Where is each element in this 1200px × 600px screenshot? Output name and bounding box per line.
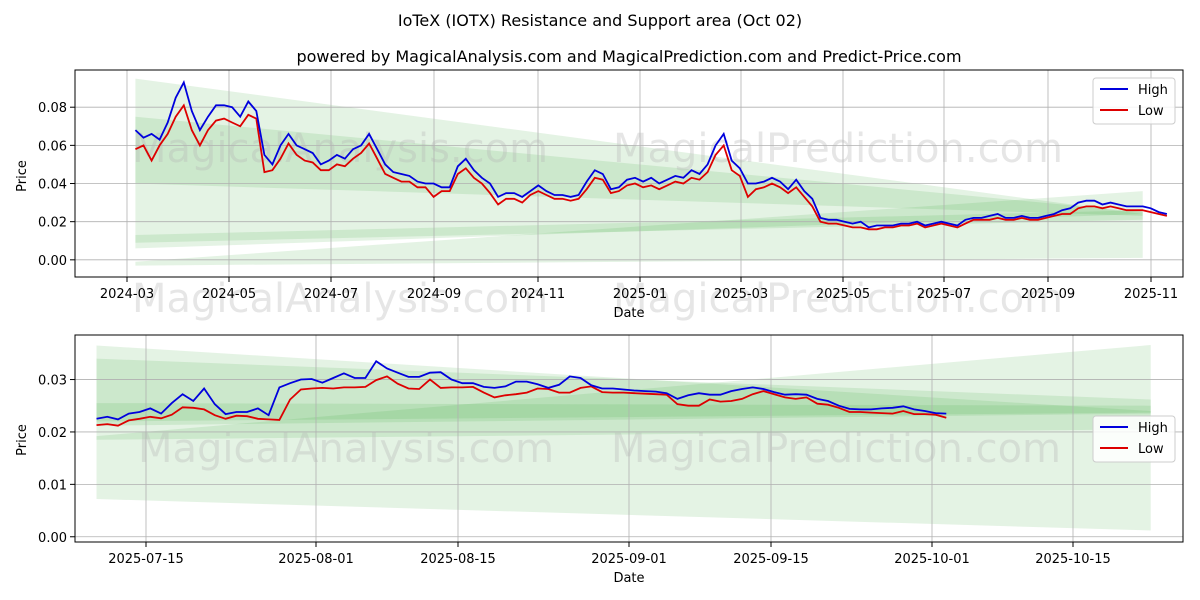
band-3 <box>135 210 1143 243</box>
legend-low-label: Low <box>1138 104 1164 119</box>
bottom-x-axis-label: Date <box>613 571 644 586</box>
bottom-high-line <box>96 359 947 421</box>
bottom-gridlines <box>75 335 1183 542</box>
band-2 <box>135 191 1143 266</box>
x-tick-label: 2025-07-15 <box>108 552 184 567</box>
x-tick-label: 2025-08-01 <box>278 552 354 567</box>
y-tick-label: 0.00 <box>38 531 67 546</box>
band-0 <box>135 78 1143 249</box>
y-tick-label: 0.00 <box>38 254 67 269</box>
x-tick-label: 2024-07 <box>304 287 358 302</box>
x-tick-label: 2025-05 <box>816 287 870 302</box>
watermark-prediction-top-lower: MagicalPrediction.com <box>613 276 1063 322</box>
y-tick-label: 0.03 <box>38 374 67 389</box>
x-tick-label: 2024-05 <box>202 287 256 302</box>
top-high-line <box>134 79 1168 229</box>
y-tick-label: 0.06 <box>38 139 67 154</box>
y-tick-label: 0.01 <box>38 478 67 493</box>
x-tick-label: 2025-09 <box>1021 287 1075 302</box>
x-tick-label: 2024-09 <box>407 287 461 302</box>
bottom-x-ticks: 2025-07-15 2025-08-01 2025-08-15 2025-09-01… <box>108 542 1111 567</box>
legend-high-label: High <box>1138 421 1168 436</box>
x-tick-label: 2025-09-01 <box>591 552 667 567</box>
watermark-prediction-top: MagicalPrediction.com <box>613 126 1063 172</box>
top-legend: High Low <box>1092 77 1176 125</box>
chart-title: IoTeX (IOTX) Resistance and Support area… <box>398 11 802 30</box>
x-tick-label: 2025-01 <box>613 287 667 302</box>
top-low-line <box>135 103 1168 231</box>
x-tick-label: 2025-08-15 <box>420 552 496 567</box>
top-plot-frame <box>74 69 1184 278</box>
chart-subtitle: powered by MagicalAnalysis.com and Magic… <box>296 47 961 66</box>
x-tick-label: 2025-07 <box>917 287 971 302</box>
x-tick-label: 2025-09-15 <box>733 552 809 567</box>
y-tick-label: 0.02 <box>38 426 67 441</box>
x-tick-label: 2025-11 <box>1124 287 1178 302</box>
watermark-analysis-bottom: MagicalAnalysis.com <box>138 426 554 472</box>
x-tick-label: 2024-11 <box>511 287 565 302</box>
top-price-panel: MagicalAnalysis.com MagicalPrediction.co… <box>15 69 1184 322</box>
top-y-ticks: 0.00 0.02 0.04 0.06 0.08 <box>38 101 75 269</box>
bottom-y-axis-label: Price <box>15 424 30 456</box>
x-tick-label: 2025-10-15 <box>1035 552 1111 567</box>
legend-high-label: High <box>1138 83 1168 98</box>
bottom-price-panel: MagicalAnalysis.com MagicalPrediction.co… <box>15 334 1184 586</box>
top-support-resistance-bands <box>135 78 1143 266</box>
y-tick-label: 0.02 <box>38 216 67 231</box>
legend-low-label: Low <box>1138 442 1164 457</box>
watermark-analysis-top-lower: MagicalAnalysis.com <box>132 276 548 322</box>
top-gridlines <box>75 70 1183 277</box>
x-tick-label: 2025-03 <box>714 287 768 302</box>
bottom-legend: High Low <box>1092 415 1176 463</box>
top-x-ticks: 2024-03 2024-05 2024-07 2024-09 2024-11 2025-… <box>100 277 1178 302</box>
bottom-low-line <box>96 375 947 427</box>
y-tick-label: 0.04 <box>38 178 67 193</box>
x-tick-label: 2025-10-01 <box>894 552 970 567</box>
band-1 <box>135 116 1143 216</box>
watermark-prediction-bottom: MagicalPrediction.com <box>611 426 1061 472</box>
x-tick-label: 2024-03 <box>100 287 154 302</box>
y-tick-label: 0.08 <box>38 101 67 116</box>
bottom-y-ticks: 0.00 0.01 0.02 0.03 <box>38 374 75 546</box>
top-x-axis-label: Date <box>613 306 644 321</box>
top-y-axis-label: Price <box>15 160 30 192</box>
